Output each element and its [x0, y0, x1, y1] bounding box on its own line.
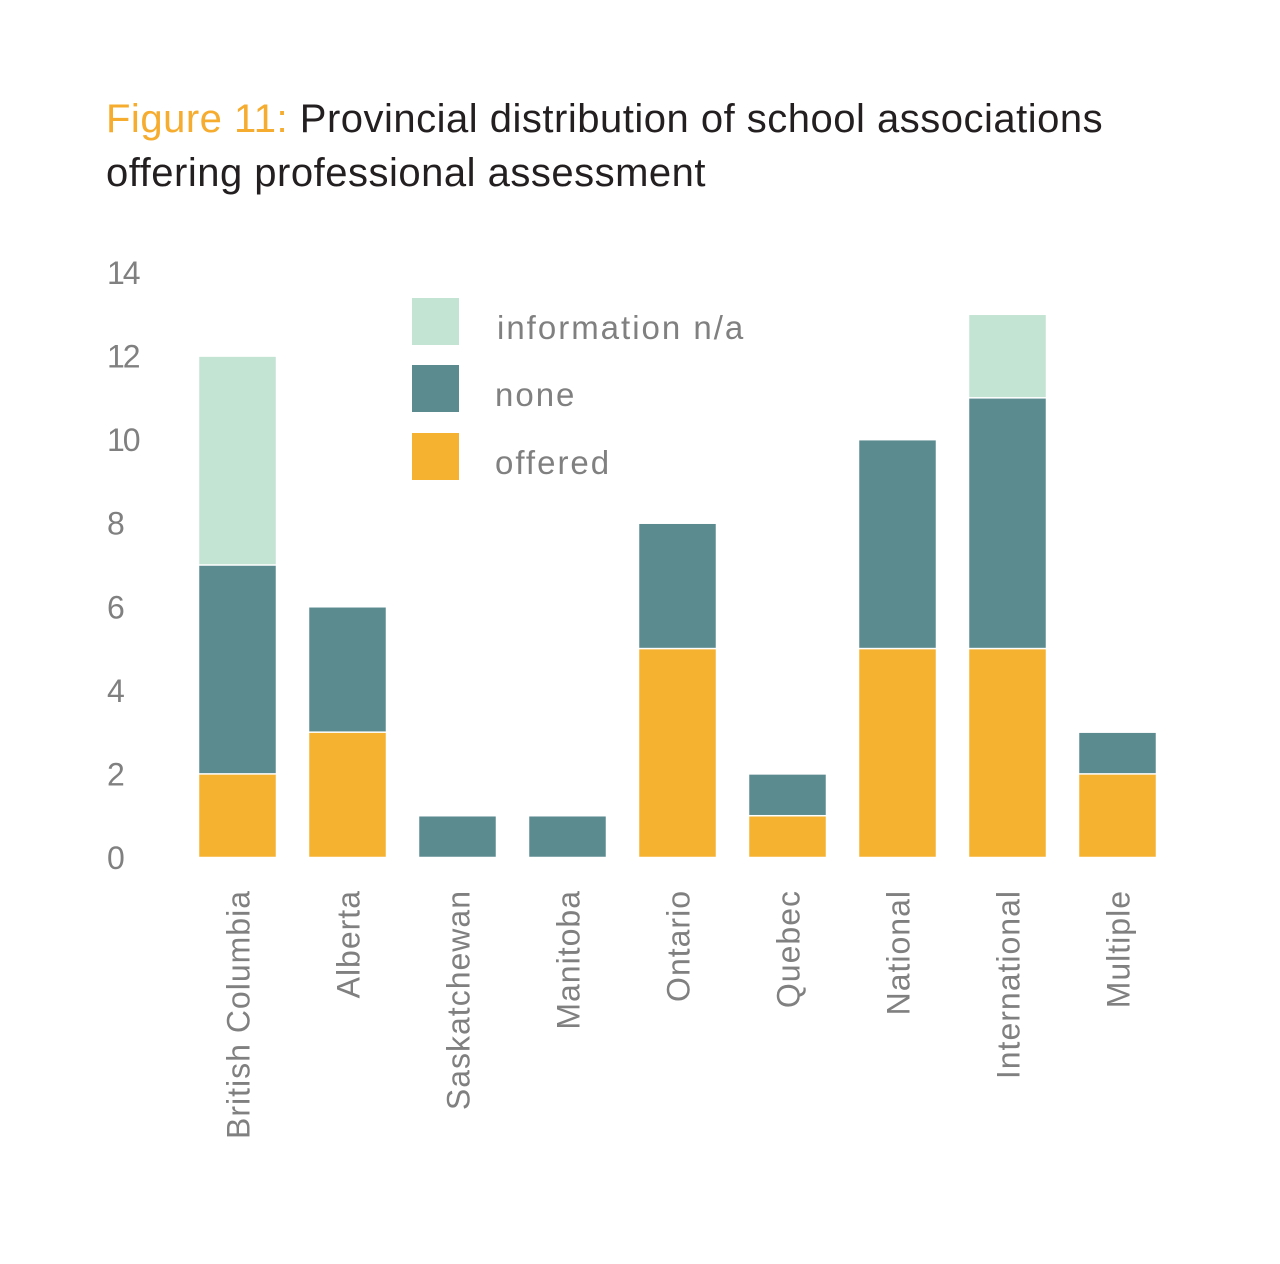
bar-segment-offered: [1078, 774, 1157, 858]
legend-swatch: [412, 298, 459, 345]
y-tick-label: 14: [107, 255, 140, 291]
bar-segment-none: [198, 565, 277, 774]
chart-title: Figure 11: Provincial distribution of sc…: [106, 92, 1206, 200]
legend-label: offered: [495, 444, 611, 481]
x-tick-label: Alberta: [331, 890, 367, 998]
bar-segment-offered: [968, 648, 1047, 858]
bar-segment-information-n-a: [198, 356, 277, 565]
bar-stack: [858, 439, 937, 858]
x-tick-label: Manitoba: [551, 890, 587, 1030]
legend-item: information n/a: [412, 298, 745, 346]
legend-label: information n/a: [497, 309, 745, 346]
bar-segment-none: [748, 774, 827, 816]
x-tick-label: British Columbia: [221, 890, 257, 1139]
bars: [198, 314, 1157, 858]
x-tick-label: Ontario: [661, 890, 697, 1002]
y-axis: 0 2 4 6 8 10 12 14: [107, 255, 142, 876]
figure-title: Provincial distribution of school associ…: [106, 97, 1104, 195]
bar-stack: [638, 523, 717, 858]
y-tick-label: 6: [107, 589, 124, 625]
bar-segment-offered: [308, 732, 387, 858]
bar-stack: [528, 815, 607, 858]
bar-segment-none: [638, 523, 717, 649]
legend-label: none: [495, 376, 576, 413]
bar-segment-none: [1078, 732, 1157, 774]
bar-segment-none: [528, 815, 607, 858]
x-tick-label: Quebec: [771, 890, 807, 1008]
bar-segment-none: [968, 398, 1047, 649]
bar-segment-none: [308, 607, 387, 732]
bar-stack: [418, 815, 497, 858]
legend: information n/a none offered: [412, 298, 745, 481]
bar-segment-offered: [858, 648, 937, 858]
legend-item: none: [412, 365, 576, 413]
y-tick-label: 10: [107, 422, 140, 458]
x-tick-label: International: [991, 890, 1027, 1079]
bar-stack: [1078, 732, 1157, 858]
y-tick-label: 12: [107, 339, 140, 375]
y-tick-label: 8: [107, 506, 124, 542]
bar-segment-offered: [638, 648, 717, 858]
bar-stack: [308, 607, 387, 858]
x-tick-label: Saskatchewan: [441, 890, 477, 1110]
y-tick-label: 4: [107, 673, 124, 709]
y-tick-label: 2: [107, 756, 124, 792]
bar-segment-offered: [748, 815, 827, 858]
bar-segment-offered: [198, 774, 277, 858]
bar-segment-information-n-a: [968, 314, 1047, 398]
bar-stack: [748, 774, 827, 858]
bar-stack: [968, 314, 1047, 858]
legend-swatch: [412, 365, 459, 412]
x-tick-label: Multiple: [1101, 890, 1137, 1008]
legend-swatch: [412, 433, 459, 480]
bar-stack: [198, 356, 277, 858]
x-axis: British Columbia Alberta Saskatchewan Manit…: [221, 890, 1137, 1139]
bar-segment-none: [418, 815, 497, 858]
x-tick-label: National: [881, 890, 917, 1015]
bar-segment-none: [858, 439, 937, 649]
y-tick-label: 0: [107, 840, 124, 876]
legend-item: offered: [412, 433, 611, 481]
figure-label: Figure 11:: [106, 97, 289, 141]
